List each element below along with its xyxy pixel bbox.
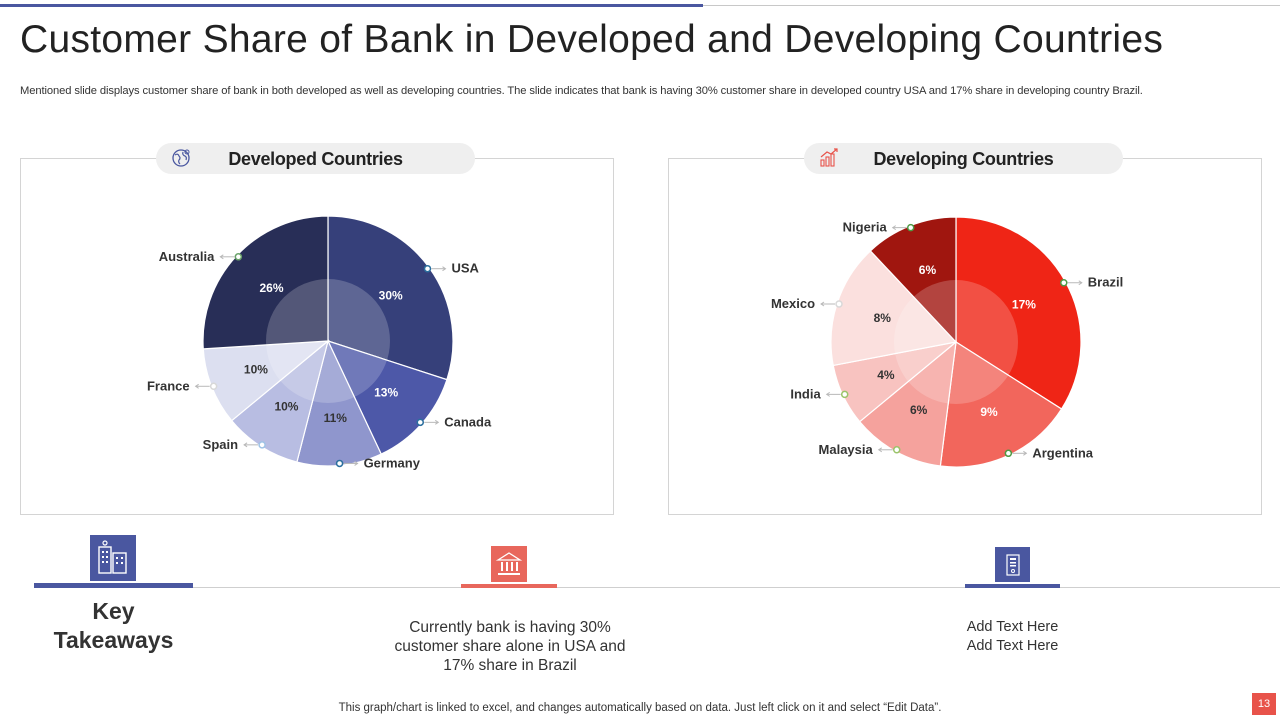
- value-label-malaysia: 6%: [910, 403, 928, 417]
- key-takeaways-line1: Key: [92, 598, 135, 624]
- leader-arrow-nigeria: [891, 225, 896, 231]
- category-label-france: France: [147, 378, 190, 393]
- pie-chart-1: 30% 13% 11% 10% 10% 26% USA Canada Germany Spain F…: [147, 215, 492, 470]
- page-subtitle: Mentioned slide displays customer share …: [20, 85, 1143, 97]
- document-icon-box: [995, 547, 1030, 582]
- top-divider-line: [703, 5, 1280, 6]
- value-label-argentina: 9%: [980, 405, 998, 419]
- value-label-australia: 26%: [259, 281, 283, 295]
- leader-arrow-mexico: [820, 301, 825, 307]
- page-title: Customer Share of Bank in Developed and …: [20, 18, 1164, 61]
- category-label-canada: Canada: [444, 414, 492, 429]
- takeaway-text-2: Add Text Here Add Text Here: [930, 618, 1095, 656]
- category-label-argentina: Argentina: [1032, 445, 1093, 460]
- developing-header-pill: Developing Countries: [804, 143, 1123, 174]
- leader-arrow-malaysia: [877, 447, 883, 453]
- marker-malaysia: [892, 446, 901, 454]
- marker-australia: [234, 253, 243, 261]
- category-label-india: India: [790, 386, 821, 401]
- leader-arrow-argentina: [1023, 450, 1028, 456]
- leader-arrow-france: [194, 383, 199, 389]
- office-building-icon: [98, 540, 127, 574]
- leader-arrow-india: [825, 391, 830, 397]
- marker-france: [209, 382, 218, 391]
- developed-chart-title: Developed Countries: [228, 149, 403, 169]
- category-label-nigeria: Nigeria: [843, 220, 888, 235]
- chart-growth-icon: [820, 148, 838, 167]
- marker-germany: [335, 459, 344, 468]
- footer-note: This graph/chart is linked to excel, and…: [338, 702, 942, 714]
- pie-chart-2: 17% 9% 6% 4% 8% 6% Brazil Argentina Malaysia Indi…: [771, 216, 1123, 468]
- takeaway-bar-2: [461, 584, 557, 588]
- takeaway-text-2-line1: Add Text Here: [966, 619, 1059, 635]
- key-takeaways-line2: Takeaways: [53, 627, 174, 653]
- value-label-france: 10%: [244, 363, 268, 377]
- takeaway-text-2-line2: Add Text Here: [966, 638, 1059, 654]
- leader-arrow-australia: [219, 254, 224, 260]
- takeaway-bar-1: [34, 583, 193, 588]
- value-label-brazil: 17%: [1012, 298, 1036, 312]
- value-label-nigeria: 6%: [919, 263, 937, 277]
- page-number: 13: [1252, 693, 1276, 715]
- category-label-mexico: Mexico: [771, 296, 815, 311]
- marker-argentina: [1004, 449, 1013, 458]
- pie-center-highlight: [894, 280, 1018, 404]
- developing-chart-title: Developing Countries: [873, 149, 1054, 169]
- leader-arrow-spain: [243, 442, 248, 448]
- value-label-india: 4%: [877, 368, 895, 382]
- marker-canada: [416, 418, 425, 427]
- category-label-germany: Germany: [364, 455, 421, 470]
- leader-arrow-germany: [354, 461, 359, 466]
- document-icon: [1005, 553, 1020, 576]
- leader-arrow-brazil: [1078, 280, 1083, 286]
- value-label-usa: 30%: [379, 288, 403, 302]
- value-label-canada: 13%: [374, 385, 398, 399]
- value-label-germany: 11%: [324, 411, 348, 425]
- leader-arrow-canada: [434, 419, 440, 425]
- developed-header-pill: Developed Countries: [156, 143, 475, 174]
- marker-brazil: [1060, 278, 1068, 287]
- category-label-usa: USA: [452, 261, 480, 276]
- bank-icon: [495, 552, 523, 575]
- bank-icon-box: [491, 546, 527, 582]
- value-label-spain: 10%: [274, 399, 298, 413]
- category-label-brazil: Brazil: [1088, 275, 1123, 290]
- pie-center-highlight: [266, 279, 390, 403]
- top-accent-bar: [0, 4, 703, 7]
- category-label-malaysia: Malaysia: [819, 442, 874, 457]
- marker-nigeria: [906, 223, 915, 232]
- leader-arrow-usa: [442, 266, 447, 272]
- takeaway-text-1: Currently bank is having 30% customer sh…: [394, 619, 626, 674]
- marker-india: [840, 390, 849, 399]
- takeaways-divider: [193, 587, 1280, 588]
- takeaway-bar-3: [965, 584, 1060, 588]
- marker-usa: [423, 264, 432, 273]
- value-label-mexico: 8%: [874, 311, 892, 325]
- category-label-spain: Spain: [203, 437, 238, 452]
- category-label-australia: Australia: [159, 249, 215, 264]
- building-icon-box: [90, 535, 136, 581]
- key-takeaways-heading: Key Takeaways: [34, 597, 193, 655]
- globe-icon: [172, 149, 190, 167]
- marker-mexico: [835, 300, 843, 308]
- marker-spain: [258, 441, 266, 449]
